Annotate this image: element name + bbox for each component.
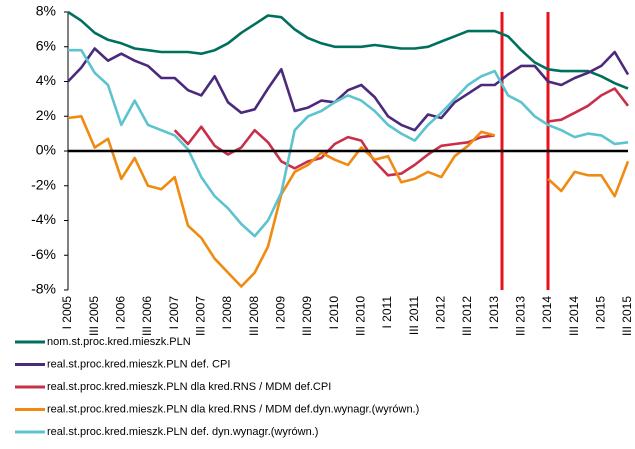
series-line (173, 87, 630, 177)
x-tick-label: III 2011 (407, 296, 421, 335)
legend-label: real.st.proc.kred.mieszk.PLN dla kred.RN… (47, 381, 331, 393)
y-tick-label: -8% (31, 281, 56, 297)
x-tick-label: I 2005 (60, 296, 74, 330)
y-tick-label: 8% (36, 3, 56, 19)
x-tick-label: I 2011 (380, 296, 394, 329)
legend-label: real.st.proc.kred.mieszk.PLN def. dyn.wy… (47, 426, 318, 438)
y-tick-label: -2% (31, 176, 56, 192)
series-line (67, 115, 630, 288)
y-tick-label: 4% (36, 72, 56, 88)
x-tick-label: III 2008 (247, 296, 261, 336)
x-tick-label: III 2014 (567, 296, 581, 336)
x-tick-label: I 2012 (434, 296, 448, 330)
y-tick-label: -4% (31, 211, 56, 227)
series-line (68, 48, 629, 238)
x-tick-label: III 2007 (194, 296, 208, 336)
x-tick-label: I 2009 (274, 296, 288, 330)
y-tick-label: -6% (31, 246, 56, 262)
x-tick-label: III 2006 (140, 296, 154, 336)
y-tick-label: 6% (36, 37, 56, 53)
x-tick-label: I 2008 (220, 296, 234, 330)
legend-label: real.st.proc.kred.mieszk.PLN dla kred.RN… (47, 403, 419, 415)
x-tick-label: I 2007 (167, 296, 181, 330)
x-tick-label: III 2015 (620, 296, 634, 336)
y-tick-label: 0% (36, 142, 56, 158)
x-tick-label: I 2013 (487, 296, 501, 330)
x-tick-label: III 2010 (354, 296, 368, 336)
x-tick-label: I 2010 (327, 296, 341, 330)
x-tick-label: III 2005 (87, 296, 101, 336)
x-tick-label: I 2015 (594, 296, 608, 330)
x-tick-label: I 2014 (540, 296, 554, 330)
legend-label: real.st.proc.kred.mieszk.PLN def. CPI (47, 358, 230, 370)
series-line (67, 10, 629, 90)
legend-label: nom.st.proc.kred.mieszk.PLN (47, 336, 191, 348)
x-tick-label: III 2012 (460, 296, 474, 336)
y-tick-label: 2% (36, 107, 56, 123)
x-tick-label: III 2013 (514, 296, 528, 336)
series-line (67, 47, 630, 132)
x-tick-label: III 2009 (300, 296, 314, 336)
x-tick-label: I 2006 (114, 296, 128, 330)
